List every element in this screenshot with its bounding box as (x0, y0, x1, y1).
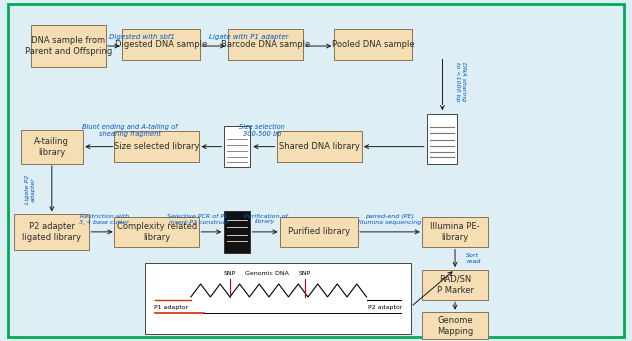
Text: Genome
Mapping: Genome Mapping (437, 316, 473, 336)
FancyBboxPatch shape (114, 132, 199, 162)
FancyBboxPatch shape (14, 214, 90, 250)
Text: Purification of
library: Purification of library (243, 213, 288, 224)
Text: SNP: SNP (299, 271, 311, 277)
Text: Purified library: Purified library (288, 227, 350, 236)
Text: Sort
read: Sort read (466, 253, 481, 264)
FancyBboxPatch shape (334, 29, 412, 59)
Text: Ligate P2
adapter: Ligate P2 adapter (25, 175, 36, 204)
Text: Size selection
300-500 bp: Size selection 300-500 bp (240, 124, 285, 137)
FancyBboxPatch shape (30, 25, 106, 67)
Text: Ligate with P1 adapter: Ligate with P1 adapter (209, 34, 288, 40)
Text: SNP: SNP (223, 271, 236, 277)
FancyBboxPatch shape (422, 312, 488, 339)
Text: P2 adapter
ligated library: P2 adapter ligated library (22, 222, 82, 242)
FancyBboxPatch shape (228, 29, 303, 59)
Text: Selective PCR of P1-
insert-P2 construct: Selective PCR of P1- insert-P2 construct (167, 214, 231, 225)
Text: Illumina PE-
library: Illumina PE- library (430, 222, 480, 242)
FancyBboxPatch shape (427, 114, 457, 164)
FancyBboxPatch shape (224, 126, 250, 167)
Text: Barcode DNA sample: Barcode DNA sample (221, 40, 310, 49)
FancyBboxPatch shape (277, 132, 362, 162)
FancyBboxPatch shape (280, 217, 358, 247)
Text: DNA sample from
Parent and Offspring: DNA sample from Parent and Offspring (25, 36, 112, 56)
Text: Blunt ending and A-tailing of
shearing fragment: Blunt ending and A-tailing of shearing f… (82, 124, 178, 137)
Text: Shared DNA library: Shared DNA library (279, 142, 360, 151)
Text: P1 adaptor: P1 adaptor (154, 306, 188, 310)
FancyBboxPatch shape (224, 211, 250, 253)
Text: Restriction with
3, 4 base cutter: Restriction with 3, 4 base cutter (80, 214, 129, 225)
FancyBboxPatch shape (145, 263, 411, 334)
Text: Digested DNA sample: Digested DNA sample (115, 40, 207, 49)
Text: A-tailing
library: A-tailing library (34, 137, 70, 157)
Text: Complexity related
library: Complexity related library (117, 222, 197, 242)
FancyBboxPatch shape (114, 217, 199, 247)
Text: RAD/SN
P Marker: RAD/SN P Marker (437, 275, 473, 295)
FancyBboxPatch shape (122, 29, 200, 59)
Text: paired-end (PE)
Illumina sequencing: paired-end (PE) Illumina sequencing (358, 214, 422, 225)
Text: P2 adaptor: P2 adaptor (368, 306, 403, 310)
Text: Size selected library: Size selected library (114, 142, 200, 151)
FancyBboxPatch shape (20, 130, 83, 164)
Text: DNA sharing
to <1000 bp: DNA sharing to <1000 bp (455, 62, 466, 102)
Text: Digested with sbf1: Digested with sbf1 (109, 34, 174, 40)
Text: Pooled DNA sample: Pooled DNA sample (332, 40, 414, 49)
FancyBboxPatch shape (422, 269, 488, 300)
Text: Genomic DNA: Genomic DNA (245, 271, 289, 277)
FancyBboxPatch shape (422, 217, 488, 247)
